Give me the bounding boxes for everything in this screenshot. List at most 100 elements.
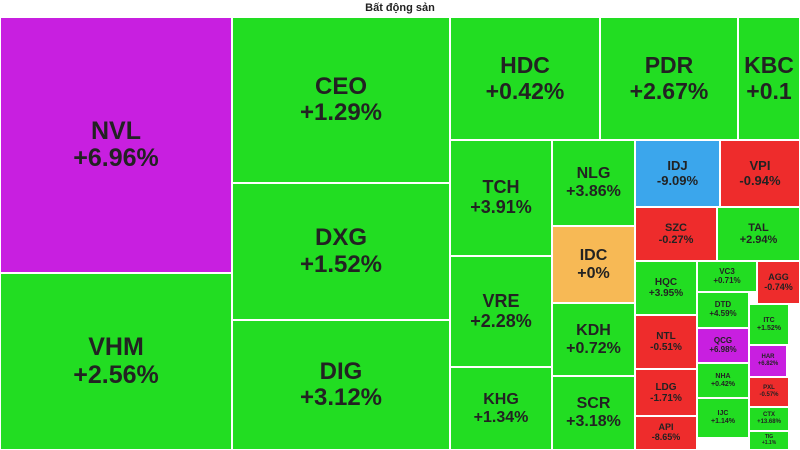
tile-ticker: VPI (749, 158, 771, 174)
tile-ticker: HAR (761, 354, 775, 361)
tile-ticker: SZC (665, 221, 687, 234)
tile-api[interactable]: API -8.65% (635, 416, 697, 450)
tile-ticker: SCR (576, 395, 611, 413)
tile-kdh[interactable]: KDH +0.72% (552, 303, 635, 376)
tile-change: +0.1 (746, 77, 792, 104)
chart-title: Bất động sản (365, 2, 435, 14)
tile-change: +3.86% (566, 183, 621, 200)
tile-ticker: HQC (654, 277, 678, 288)
tile-change: -8.65% (651, 432, 681, 442)
tile-ldg[interactable]: LDG -1.71% (635, 369, 697, 416)
tile-vhm[interactable]: VHM +2.56% (0, 273, 232, 450)
tile-ticker: NVL (91, 116, 141, 145)
tile-change: +3.95% (648, 288, 684, 299)
tile-change: -1.71% (650, 392, 682, 404)
tile-change: +6.82% (757, 361, 779, 367)
tile-ticker: NHA (715, 372, 731, 380)
tile-pdr[interactable]: PDR +2.67% (600, 17, 738, 140)
tile-change: +4.59% (709, 309, 737, 318)
tile-ticker: TAL (748, 221, 769, 234)
tile-itc[interactable]: ITC +1.52% (749, 304, 789, 345)
tile-ticker: CTX (763, 412, 775, 419)
tile-ticker: API (658, 422, 674, 433)
tile-vpi[interactable]: VPI -0.94% (720, 140, 800, 207)
tile-ticker: LDG (655, 381, 677, 393)
tile-har[interactable]: HAR +6.82% (749, 345, 787, 377)
tile-change: +2.94% (739, 234, 778, 246)
tile-ticker: DXG (314, 224, 367, 252)
tile-nvl[interactable]: NVL +6.96% (0, 17, 232, 273)
tile-dtd[interactable]: DTD +4.59% (697, 292, 749, 328)
tile-nlg[interactable]: NLG +3.86% (552, 140, 635, 226)
tile-ticker: TIG (764, 434, 774, 440)
tile-change: -0.27% (658, 234, 694, 246)
tile-pxl[interactable]: PXL -0.57% (749, 377, 789, 407)
tile-ticker: DIG (319, 357, 363, 385)
tile-change: +6.96% (73, 144, 159, 172)
tile-change: +0.42% (711, 380, 735, 388)
tile-change: -0.94% (739, 172, 781, 188)
tile-change: +3.18% (566, 413, 621, 430)
tile-khg[interactable]: KHG +1.34% (450, 367, 552, 450)
tile-change: -0.57% (759, 392, 779, 398)
tile-ticker: IJC (717, 410, 729, 418)
tile-szc[interactable]: SZC -0.27% (635, 207, 717, 261)
tile-hqc[interactable]: HQC +3.95% (635, 261, 697, 315)
tile-dig[interactable]: DIG +3.12% (232, 320, 450, 450)
tile-ticker: KBC (744, 52, 794, 79)
tile-ticker: NLG (576, 165, 611, 183)
tile-tal[interactable]: TAL +2.94% (717, 207, 800, 261)
tile-ticker: IDJ (667, 158, 688, 174)
tile-change: +1.29% (299, 99, 383, 126)
tile-scr[interactable]: SCR +3.18% (552, 376, 635, 450)
tile-ticker: NTL (656, 331, 676, 342)
tile-change: +6.98% (709, 344, 737, 354)
tile-tch[interactable]: TCH +3.91% (450, 140, 552, 256)
tile-change: +0.72% (566, 339, 621, 357)
tile-ticker: TCH (482, 177, 520, 198)
tile-change: +1.14% (711, 418, 735, 425)
tile-change: +1.34% (473, 408, 529, 426)
tile-change: -0.51% (650, 342, 682, 353)
tile-change: +0.42% (485, 77, 565, 104)
tile-kbc[interactable]: KBC +0.1 (738, 17, 800, 140)
tile-ticker: PXL (763, 385, 775, 392)
tile-ticker: HDC (500, 52, 550, 79)
tile-change: +3.91% (470, 197, 532, 217)
tile-change: -9.09% (656, 172, 699, 188)
tile-ticker: VC3 (719, 266, 735, 276)
tile-ctx[interactable]: CTX +13.68% (749, 407, 789, 431)
tile-ticker: QCG (713, 335, 733, 345)
tile-ticker: KHG (483, 390, 519, 408)
tile-ticker: CEO (314, 72, 367, 100)
tile-tig[interactable]: TIG +1.1% (749, 431, 789, 450)
tile-change: -0.74% (764, 281, 793, 292)
tile-ticker: VRE (482, 290, 520, 311)
tile-vre[interactable]: VRE +2.28% (450, 256, 552, 367)
tile-idc[interactable]: IDC +0% (552, 226, 635, 303)
tile-ticker: VHM (88, 333, 144, 361)
tile-ticker: DTD (714, 300, 732, 310)
tile-agg[interactable]: AGG -0.74% (757, 261, 800, 304)
tile-ticker: IDC (579, 246, 608, 264)
tile-ticker: PDR (644, 52, 694, 79)
tile-change: +13.68% (757, 419, 781, 425)
tile-vc3[interactable]: VC3 +0.71% (697, 261, 757, 292)
tile-dxg[interactable]: DXG +1.52% (232, 183, 450, 320)
tile-change: +1.1% (761, 439, 777, 446)
tile-hdc[interactable]: HDC +0.42% (450, 17, 600, 140)
tile-ijc[interactable]: IJC +1.14% (697, 398, 749, 438)
tile-ntl[interactable]: NTL -0.51% (635, 315, 697, 369)
tile-ceo[interactable]: CEO +1.29% (232, 17, 450, 183)
tile-change: +2.56% (73, 360, 159, 389)
tile-change: +0% (577, 264, 610, 282)
tile-change: +1.52% (299, 250, 383, 278)
treemap: NVL +6.96% VHM +2.56% CEO +1.29% DXG +1.52% DIG +… (0, 17, 800, 450)
tile-qcg[interactable]: QCG +6.98% (697, 328, 749, 363)
tile-change: +2.28% (470, 310, 532, 331)
tile-nha[interactable]: NHA +0.42% (697, 363, 749, 398)
tile-idj[interactable]: IDJ -9.09% (635, 140, 720, 207)
tile-change: +3.12% (299, 384, 383, 411)
tile-change: +0.71% (713, 275, 741, 285)
tile-ticker: ITC (763, 316, 775, 324)
